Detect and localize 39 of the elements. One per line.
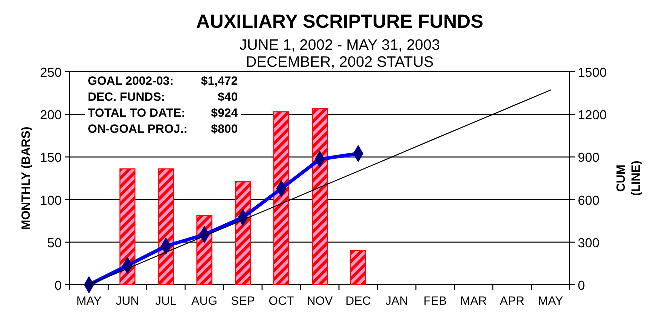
bar [350, 250, 366, 286]
x-tick-label: SEP [231, 294, 256, 308]
x-tick-label: JUL [155, 294, 178, 308]
x-tick-label: OCT [268, 294, 295, 308]
x-tick-label: MAY [76, 294, 102, 308]
y-tick-label: 100 [40, 192, 62, 208]
x-tick-label: MAR [460, 294, 488, 308]
chart-subtitle: JUNE 1, 2002 - MAY 31, 2003 DECEMBER, 2002 STATUS [240, 37, 440, 71]
y-tick-label: 250 [40, 65, 62, 80]
y-tick-label: 150 [40, 150, 62, 166]
y2-tick-label: 300 [578, 235, 600, 250]
x-tick-label: FEB [424, 294, 448, 308]
bar [274, 112, 290, 286]
x-tick-label: DEC [346, 294, 372, 308]
bar [120, 168, 136, 286]
y2-tick-label: 600 [578, 192, 600, 208]
y2-tick-label: 0 [578, 278, 586, 293]
x-tick-label: APR [500, 294, 525, 308]
y-tick-label: 0 [54, 278, 62, 293]
text: DEC. FUNDS: $40 [88, 90, 238, 104]
x-tick-label: JAN [386, 294, 408, 308]
y2-tick-label: 1200 [578, 108, 607, 123]
x-tick-label: MAY [538, 294, 564, 308]
x-tick-label: JUN [116, 294, 140, 308]
bar [158, 168, 174, 286]
y-axis-title: MONTHLY (BARS) [19, 126, 33, 230]
y2-tick-label: 900 [578, 150, 600, 166]
text: GOAL 2002-03: $1,472 [88, 74, 238, 88]
text: TOTAL TO DATE: $924 [88, 106, 238, 120]
y-tick-label: 50 [48, 235, 62, 250]
chart-title: AUXILIARY SCRIPTURE FUNDS [196, 12, 484, 33]
x-tick-label: AUG [192, 294, 218, 308]
x-tick-label: NOV [306, 294, 334, 308]
bar [235, 181, 252, 286]
y2-tick-label: 1500 [578, 65, 607, 80]
text: ON-GOAL PROJ.: $800 [88, 122, 238, 136]
bar [312, 108, 328, 286]
y-tick-label: 200 [40, 108, 62, 123]
y2-axis-title: CUM (LINE) [614, 160, 643, 196]
